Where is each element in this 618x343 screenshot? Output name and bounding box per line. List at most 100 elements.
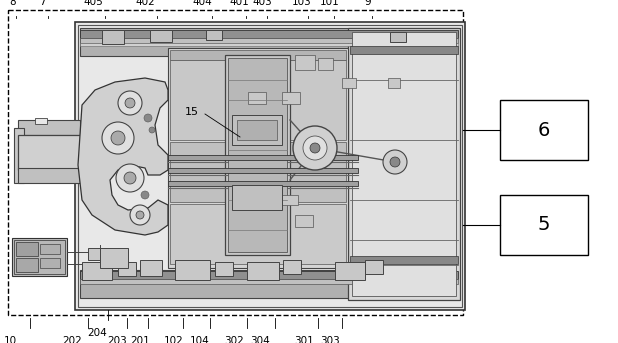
Bar xyxy=(18,135,80,170)
Bar xyxy=(335,262,365,280)
Bar xyxy=(40,258,60,268)
Text: 203: 203 xyxy=(107,336,127,343)
Bar xyxy=(168,181,358,186)
Text: 15: 15 xyxy=(185,107,199,117)
Text: 5: 5 xyxy=(538,215,550,235)
Bar xyxy=(8,10,463,315)
Bar xyxy=(35,118,47,124)
Bar xyxy=(247,262,279,280)
Bar xyxy=(18,168,80,183)
Bar xyxy=(150,30,172,42)
Text: 204: 204 xyxy=(87,328,107,338)
Text: 403: 403 xyxy=(252,0,272,7)
Bar xyxy=(168,48,348,268)
Circle shape xyxy=(303,136,327,160)
Bar xyxy=(282,92,300,104)
Bar xyxy=(75,22,465,310)
Bar xyxy=(80,271,458,279)
Text: 401: 401 xyxy=(229,0,249,7)
Bar xyxy=(100,248,128,268)
Bar xyxy=(232,185,282,210)
Bar xyxy=(170,204,346,264)
Bar xyxy=(18,120,80,135)
Bar xyxy=(80,43,458,46)
Text: 404: 404 xyxy=(192,0,212,7)
Text: 301: 301 xyxy=(294,336,314,343)
Bar xyxy=(390,32,406,42)
Circle shape xyxy=(111,131,125,145)
Bar xyxy=(283,260,301,274)
Bar xyxy=(80,28,458,56)
Circle shape xyxy=(310,143,320,153)
Bar xyxy=(282,195,298,205)
Circle shape xyxy=(130,205,150,225)
Bar xyxy=(342,78,356,88)
Circle shape xyxy=(141,191,149,199)
Circle shape xyxy=(390,157,400,167)
Text: 304: 304 xyxy=(250,336,270,343)
Bar xyxy=(295,215,313,227)
Bar xyxy=(14,128,24,183)
Bar xyxy=(140,260,162,276)
Bar xyxy=(225,55,290,255)
Bar xyxy=(350,46,458,54)
Bar xyxy=(318,58,333,70)
Text: 303: 303 xyxy=(320,336,340,343)
Bar xyxy=(388,78,400,88)
Bar xyxy=(102,30,124,44)
Circle shape xyxy=(293,126,337,170)
Bar xyxy=(170,50,346,60)
Bar xyxy=(118,262,136,276)
Bar xyxy=(215,262,233,276)
Bar xyxy=(228,58,287,252)
Bar xyxy=(352,32,456,296)
Bar xyxy=(80,279,458,284)
Circle shape xyxy=(118,91,142,115)
Text: 302: 302 xyxy=(224,336,244,343)
Bar xyxy=(40,244,60,254)
Circle shape xyxy=(125,98,135,108)
Text: 102: 102 xyxy=(164,336,184,343)
Bar xyxy=(80,38,458,43)
Bar xyxy=(168,168,358,173)
Bar xyxy=(80,30,458,38)
Circle shape xyxy=(102,122,134,154)
Circle shape xyxy=(383,150,407,174)
Circle shape xyxy=(116,164,144,192)
Bar xyxy=(78,25,462,307)
Text: 103: 103 xyxy=(292,0,312,7)
Bar xyxy=(365,260,383,274)
Bar xyxy=(170,142,346,202)
Text: 101: 101 xyxy=(320,0,340,7)
Text: 8: 8 xyxy=(10,0,16,7)
Bar xyxy=(16,242,38,256)
Bar xyxy=(500,195,588,255)
Text: 202: 202 xyxy=(62,336,82,343)
Polygon shape xyxy=(78,78,168,235)
Bar xyxy=(237,120,277,140)
Bar xyxy=(175,260,210,280)
Circle shape xyxy=(149,127,155,133)
Bar xyxy=(88,248,106,260)
Bar xyxy=(168,155,358,160)
Bar xyxy=(295,55,315,70)
Text: 7: 7 xyxy=(39,0,45,7)
Text: 201: 201 xyxy=(130,336,150,343)
Bar xyxy=(348,28,460,300)
Bar xyxy=(170,60,346,140)
Text: 104: 104 xyxy=(190,336,210,343)
Bar xyxy=(16,258,38,272)
Bar xyxy=(500,100,588,160)
Bar xyxy=(80,270,458,298)
Text: 10: 10 xyxy=(4,336,17,343)
Bar xyxy=(206,30,222,40)
Text: 6: 6 xyxy=(538,120,550,140)
Text: 9: 9 xyxy=(365,0,371,7)
Bar xyxy=(248,92,266,104)
Circle shape xyxy=(136,211,144,219)
Text: 405: 405 xyxy=(83,0,103,7)
Bar xyxy=(14,240,65,274)
Bar xyxy=(82,262,112,280)
Bar xyxy=(232,115,282,145)
Bar xyxy=(350,256,458,264)
